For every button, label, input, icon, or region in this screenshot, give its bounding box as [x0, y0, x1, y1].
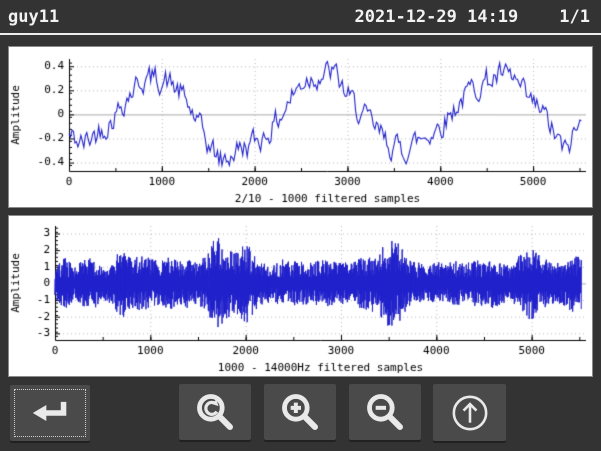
zoom-out-icon — [365, 392, 405, 432]
low-band-waveform-chart — [9, 47, 592, 207]
page-indicator: 1/1 — [559, 6, 590, 27]
title-bar: guy11 2021-12-29 14:19 1/1 — [0, 0, 601, 35]
chart-panel-low-band — [8, 46, 593, 208]
datetime-label: 2021-12-29 14:19 — [354, 6, 519, 27]
chart-panel-high-band — [8, 215, 593, 377]
up-arrow-icon — [449, 392, 491, 434]
record-title: guy11 — [8, 6, 60, 27]
zoom-reset-button[interactable] — [179, 384, 251, 440]
zoom-in-button[interactable] — [264, 384, 336, 440]
page-up-button[interactable] — [433, 384, 506, 441]
zoom-in-icon — [280, 392, 320, 432]
zoom-reset-icon — [195, 392, 235, 432]
return-button[interactable] — [10, 385, 90, 441]
return-arrow-icon — [28, 397, 72, 429]
high-band-waveform-chart — [9, 216, 592, 376]
zoom-out-button[interactable] — [349, 384, 421, 440]
